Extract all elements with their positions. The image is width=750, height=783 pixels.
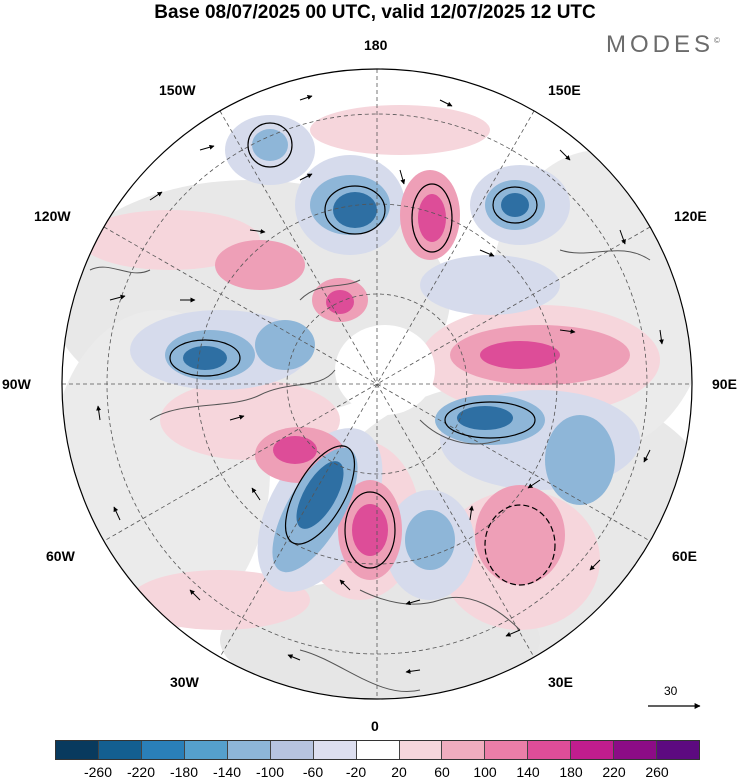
lon-label-150w: 150W <box>159 82 196 98</box>
colorbar-cell <box>56 741 99 759</box>
colorbar-tick-label: -260 <box>83 764 113 780</box>
map-title: Base 08/07/2025 00 UTC, valid 12/07/2025… <box>154 2 596 23</box>
positive-anomaly-mid <box>475 485 565 585</box>
negative-anomaly-strong <box>501 193 529 217</box>
colorbar-cell <box>442 741 486 759</box>
negative-anomaly-mid <box>255 320 315 370</box>
lon-label-120e: 120E <box>674 208 707 224</box>
positive-anomaly-weak <box>130 570 310 630</box>
colorbar-cell <box>356 741 400 759</box>
negative-anomaly-strong <box>333 192 377 228</box>
colorbar-tick-label: -60 <box>302 764 324 780</box>
modes-logo: MODES© <box>606 31 720 59</box>
colorbar-cell <box>571 741 615 759</box>
colorbar-tick-label: -180 <box>169 764 199 780</box>
lon-label-180: 180 <box>364 37 388 53</box>
wind-vectors <box>96 95 664 674</box>
colorbar-cell <box>485 741 529 759</box>
lon-label-0: 0 <box>371 718 379 734</box>
colorbar-tick-label: -100 <box>255 764 285 780</box>
negative-anomaly-mid <box>252 129 288 161</box>
colorbar-cell <box>614 741 658 759</box>
negative-anomaly-mid <box>405 510 455 570</box>
lon-label-120w: 120W <box>34 208 71 224</box>
negative-anomaly-mid <box>545 415 615 505</box>
negative-anomaly-strong <box>183 346 227 370</box>
colorbar-tick-label: -20 <box>345 764 367 780</box>
contour-lines <box>169 122 556 586</box>
polar-cap <box>335 325 435 415</box>
brand-mark: © <box>714 36 720 45</box>
lon-label-90e: 90E <box>712 376 737 392</box>
colorbar-tick-label: -140 <box>212 764 242 780</box>
colorbar-tick-label: 180 <box>559 764 583 780</box>
brand-text: MODES <box>606 31 715 58</box>
colorbar-tick-label: 220 <box>602 764 626 780</box>
map-border <box>61 68 693 700</box>
colorbar-cell <box>399 741 443 759</box>
colorbar-tick-label: 20 <box>391 764 407 780</box>
colorbar-tick-label: 60 <box>434 764 450 780</box>
colorbar-cell <box>270 741 314 759</box>
coastline <box>89 249 651 693</box>
colorbar-tick-label: 260 <box>645 764 669 780</box>
colorbar-cell <box>141 741 185 759</box>
colorbar-cell <box>313 741 357 759</box>
colorbar <box>55 740 700 760</box>
lon-label-90w: 90W <box>2 376 31 392</box>
negative-anomaly-strong <box>296 461 344 529</box>
lon-label-60e: 60E <box>672 548 697 564</box>
lon-label-30e: 30E <box>548 674 573 690</box>
colorbar-labels: -260 -220 -180 -140 -100 -60 -20 20 60 100 140 180 2… <box>55 764 700 782</box>
colorbar-cell <box>528 741 572 759</box>
colorbar-tick-label: 140 <box>516 764 540 780</box>
reference-vector-label: 30 <box>664 684 678 698</box>
colorbar-tick-label: 100 <box>473 764 497 780</box>
positive-anomaly-weak <box>310 105 490 155</box>
positive-anomaly-mid <box>215 240 305 290</box>
negative-anomaly-weak <box>420 255 560 315</box>
positive-anomaly-weak <box>80 210 260 270</box>
lon-label-150e: 150E <box>548 82 581 98</box>
lon-label-60w: 60W <box>46 548 75 564</box>
colorbar-cell <box>227 741 271 759</box>
grid-lines <box>62 69 692 699</box>
colorbar-tick-label: -220 <box>126 764 156 780</box>
colorbar-cell <box>184 741 228 759</box>
lon-label-30w: 30W <box>170 674 199 690</box>
positive-anomaly-strong <box>273 436 317 464</box>
colorbar-cell <box>657 741 700 759</box>
positive-anomaly-strong <box>480 341 560 369</box>
positive-anomaly-strong <box>418 194 446 242</box>
negative-anomaly-strong <box>457 406 513 430</box>
colorbar-cell <box>98 741 142 759</box>
positive-anomaly-strong <box>352 504 388 556</box>
